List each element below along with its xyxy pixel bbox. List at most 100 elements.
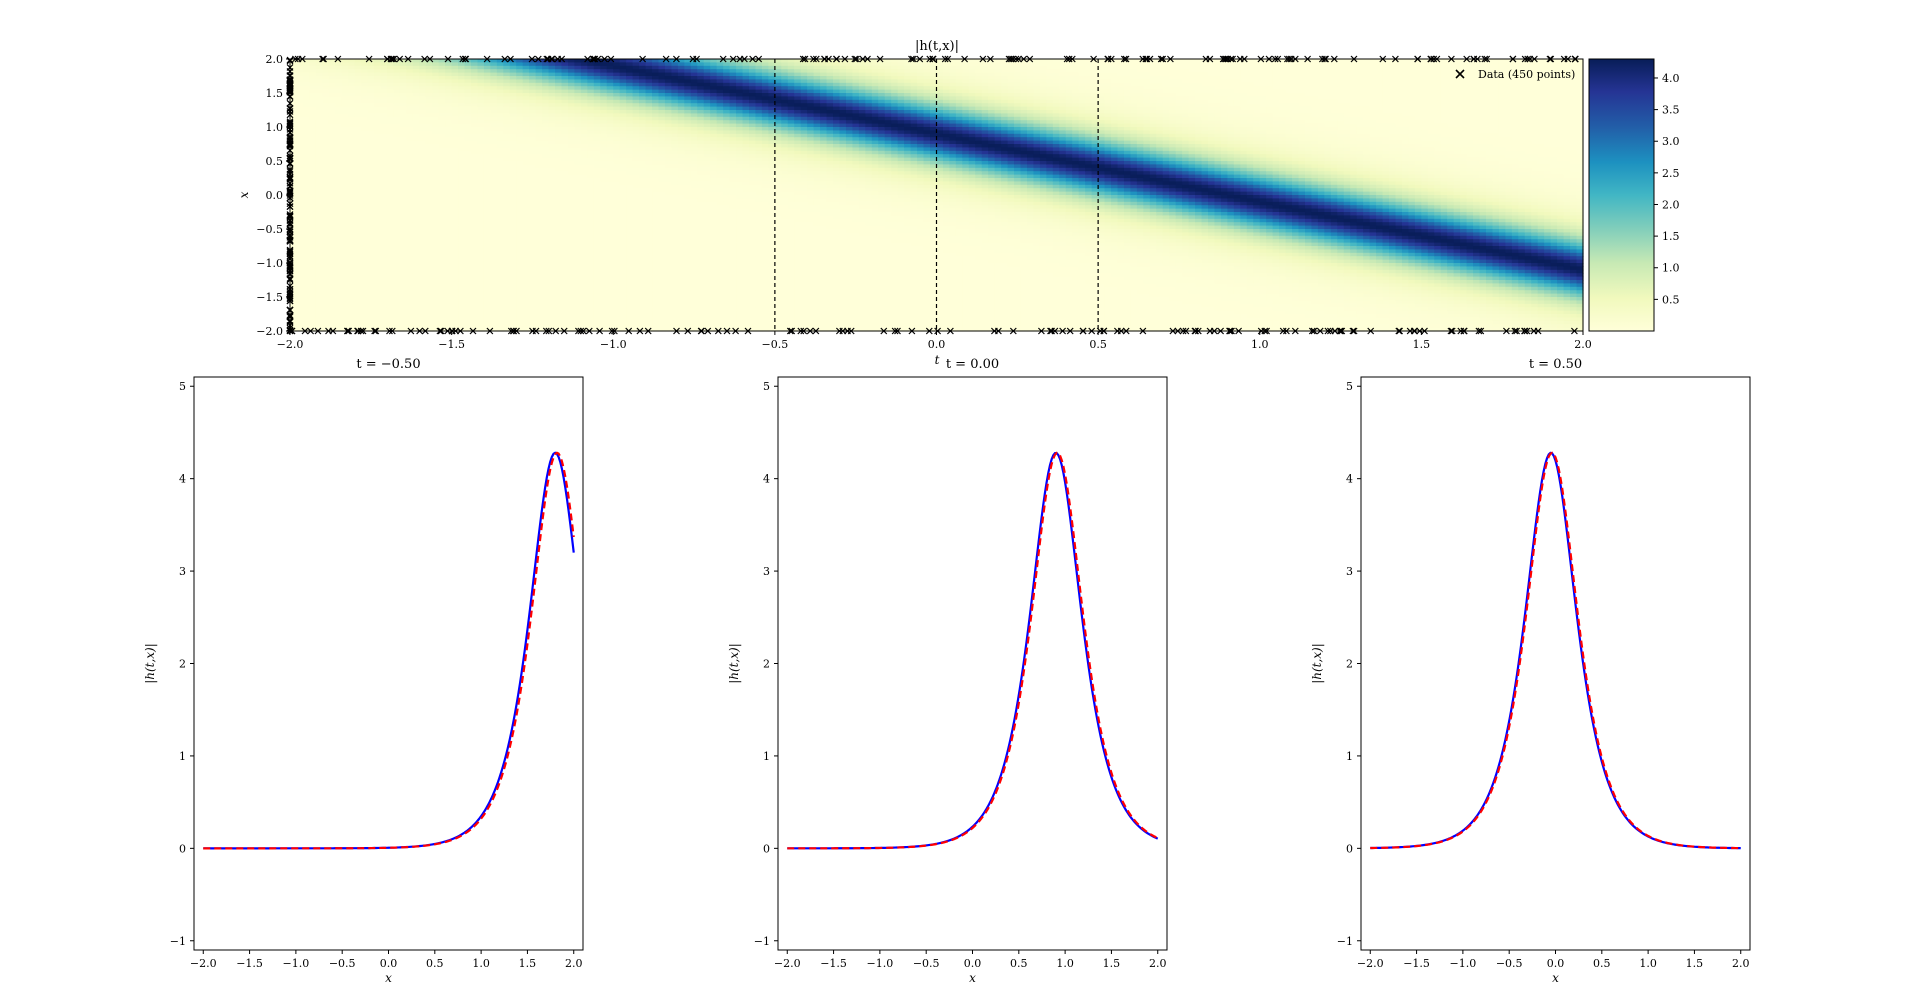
heatmap-cell bbox=[335, 137, 343, 142]
heatmap-cell bbox=[458, 293, 466, 298]
heatmap-cell bbox=[335, 201, 343, 206]
heatmap-cell bbox=[354, 76, 362, 80]
heatmap-cell bbox=[490, 327, 498, 332]
heatmap-cell bbox=[613, 320, 621, 325]
heatmap-cell bbox=[290, 249, 298, 254]
heatmap-cell bbox=[471, 246, 479, 250]
heatmap-cell bbox=[471, 96, 479, 101]
heatmap-cell bbox=[483, 327, 492, 332]
heatmap-cell bbox=[386, 208, 395, 213]
heatmap-cell bbox=[315, 103, 323, 108]
heatmap-cell bbox=[341, 239, 349, 244]
heatmap-cell bbox=[522, 242, 530, 247]
heatmap-cell bbox=[348, 317, 356, 322]
heatmap-cell bbox=[561, 283, 569, 288]
heatmap-cell bbox=[464, 263, 472, 267]
heatmap-cell bbox=[451, 113, 459, 118]
heatmap-cell bbox=[374, 89, 382, 94]
heatmap-cell bbox=[509, 239, 517, 244]
heatmap-cell bbox=[587, 276, 595, 281]
heatmap-cell bbox=[367, 195, 375, 199]
heatmap-cell bbox=[464, 133, 472, 138]
heatmap-cell bbox=[309, 147, 317, 152]
heatmap-cell bbox=[367, 222, 375, 227]
heatmap-cell bbox=[464, 184, 472, 189]
heatmap-cell bbox=[374, 266, 382, 271]
heatmap-cell bbox=[367, 127, 375, 131]
heatmap-cell bbox=[458, 99, 466, 104]
heatmap-cell bbox=[432, 123, 440, 128]
heatmap-cell bbox=[522, 191, 530, 196]
heatmap-cell bbox=[315, 171, 323, 176]
heatmap-cell bbox=[574, 327, 582, 332]
heatmap-cell bbox=[529, 242, 537, 247]
heatmap-cell bbox=[445, 259, 453, 264]
heatmap-cell bbox=[399, 198, 407, 203]
heatmap-cell bbox=[432, 324, 440, 329]
heatmap-cell bbox=[574, 116, 582, 121]
heatmap-cell bbox=[522, 235, 530, 240]
heatmap-cell bbox=[399, 300, 407, 305]
heatmap-cell bbox=[496, 82, 504, 87]
heatmap-cell bbox=[335, 208, 343, 213]
heatmap-cell bbox=[516, 290, 524, 295]
heatmap-cell bbox=[335, 181, 343, 186]
heatmap-cell bbox=[445, 123, 453, 128]
heatmap-cell bbox=[561, 191, 569, 196]
heatmap-cell bbox=[580, 280, 588, 284]
heatmap-cell bbox=[600, 79, 608, 84]
heatmap-cell bbox=[412, 263, 420, 267]
heatmap-cell bbox=[290, 82, 298, 87]
heatmap-cell bbox=[315, 110, 323, 114]
heatmap-cell bbox=[555, 320, 563, 325]
heatmap-cell bbox=[406, 283, 414, 288]
heatmap-cell bbox=[568, 290, 576, 295]
heatmap-cell bbox=[593, 96, 601, 101]
heatmap-cell bbox=[535, 154, 543, 159]
heatmap-cell bbox=[322, 303, 330, 308]
heatmap-cell bbox=[587, 317, 595, 322]
heatmap-cell bbox=[341, 273, 349, 278]
heatmap-cell bbox=[445, 191, 453, 196]
heatmap-cell bbox=[522, 188, 530, 193]
heatmap-cell bbox=[438, 242, 446, 247]
heatmap-cell bbox=[425, 93, 433, 97]
heatmap-cell bbox=[509, 86, 517, 91]
heatmap-cell bbox=[587, 110, 595, 114]
heatmap-cell bbox=[374, 181, 382, 186]
heatmap-cell bbox=[568, 137, 576, 142]
heatmap-cell bbox=[483, 320, 492, 325]
heatmap-cell bbox=[315, 252, 323, 257]
heatmap-cell bbox=[290, 188, 298, 193]
heatmap-cell bbox=[606, 320, 614, 325]
heatmap-cell bbox=[290, 320, 298, 325]
heatmap-cell bbox=[335, 256, 343, 261]
heatmap-cell bbox=[522, 307, 530, 312]
heatmap-cell bbox=[503, 133, 511, 138]
heatmap-cell bbox=[593, 208, 601, 213]
heatmap-cell bbox=[593, 178, 601, 182]
heatmap-cell bbox=[322, 198, 330, 203]
heatmap-cell bbox=[574, 205, 582, 210]
heatmap-cell bbox=[613, 157, 621, 162]
heatmap-cell bbox=[606, 256, 614, 261]
heatmap-cell bbox=[296, 307, 304, 312]
heatmap-cell bbox=[445, 89, 453, 94]
heatmap-cell bbox=[354, 89, 362, 94]
heatmap-cell bbox=[593, 252, 601, 257]
heatmap-cell bbox=[535, 157, 543, 162]
heatmap-cell bbox=[496, 72, 504, 77]
heatmap-cell bbox=[399, 167, 407, 172]
heatmap-cell bbox=[529, 82, 537, 87]
heatmap-cell bbox=[399, 297, 407, 301]
heatmap-cell bbox=[600, 59, 608, 63]
heatmap-cell bbox=[522, 76, 530, 80]
heatmap-cell bbox=[471, 133, 479, 138]
heatmap-cell bbox=[386, 320, 395, 325]
heatmap-cell bbox=[606, 310, 614, 315]
heatmap-cell bbox=[309, 300, 317, 305]
heatmap-cell bbox=[483, 303, 492, 308]
heatmap-cell bbox=[341, 113, 349, 118]
heatmap-cell bbox=[555, 242, 563, 247]
heatmap-cell bbox=[626, 205, 634, 210]
